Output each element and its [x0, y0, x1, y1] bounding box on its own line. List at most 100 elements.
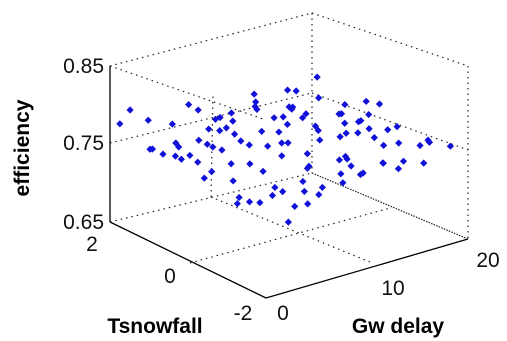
data-point-14 [300, 187, 308, 196]
data-point-88 [375, 100, 384, 108]
data-point-22 [337, 170, 345, 178]
data-point-57 [278, 139, 286, 147]
z-tick-label-0: 0.85 [63, 55, 104, 78]
data-point-68 [229, 177, 237, 185]
data-point-80 [146, 145, 154, 153]
data-point-13 [237, 137, 245, 145]
data-point-7 [171, 152, 179, 160]
axes-box [109, 66, 469, 299]
data-point-102 [399, 157, 408, 165]
data-point-27 [311, 122, 319, 130]
grid-floor-x10-a [210, 196, 371, 263]
data-point-108 [227, 109, 235, 117]
data-point-10 [268, 191, 277, 200]
data-point-76 [246, 160, 254, 168]
data-point-72 [347, 162, 355, 170]
x-ticks: 0 10 20 [277, 249, 500, 325]
grid-lines [109, 12, 469, 264]
data-point-4 [208, 168, 216, 176]
data-point-84 [126, 106, 134, 114]
data-point-32 [218, 146, 226, 154]
data-point-11 [203, 140, 211, 148]
data-point-42 [288, 105, 296, 113]
data-point-78 [356, 170, 365, 179]
data-point-99 [339, 179, 347, 187]
data-point-70 [318, 183, 326, 192]
data-point-94 [205, 125, 213, 133]
data-point-98 [284, 218, 292, 226]
data-point-12 [259, 167, 267, 175]
grid-back-top [109, 12, 313, 67]
z-tick-label-1: 0.75 [63, 132, 104, 155]
x-tick-label-1: 10 [381, 277, 404, 300]
data-point-47 [335, 110, 343, 118]
data-points [116, 73, 454, 226]
grid-back-right-bottom [311, 172, 469, 240]
data-point-1 [159, 150, 167, 158]
data-point-38 [216, 113, 224, 122]
data-point-54 [446, 142, 454, 150]
data-point-9 [209, 143, 217, 151]
data-point-81 [235, 193, 243, 202]
data-point-103 [420, 159, 428, 167]
data-point-75 [304, 200, 312, 208]
x-tick-label-0: 0 [277, 302, 289, 325]
data-point-104 [313, 73, 321, 81]
data-point-69 [279, 188, 287, 196]
data-point-90 [424, 136, 432, 144]
data-point-29 [302, 110, 310, 118]
data-point-73 [394, 165, 403, 173]
grid-floor-x10-b [210, 94, 214, 198]
data-point-0 [177, 155, 185, 163]
data-point-3 [200, 174, 208, 182]
data-point-8 [227, 160, 235, 168]
data-point-77 [278, 152, 286, 160]
data-point-16 [264, 142, 272, 150]
data-point-17 [245, 141, 253, 149]
data-point-97 [291, 202, 299, 210]
data-point-5 [233, 199, 241, 208]
grid-top-front [109, 65, 267, 121]
y-tick-label-0: 2 [86, 233, 98, 256]
data-point-21 [258, 127, 266, 135]
data-point-79 [314, 126, 322, 135]
data-point-93 [229, 117, 237, 125]
data-point-50 [393, 123, 401, 131]
grid-floor-x20-a [311, 172, 469, 240]
data-point-15 [216, 127, 224, 135]
data-point-92 [253, 105, 261, 113]
data-point-39 [335, 156, 344, 164]
data-point-105 [341, 100, 349, 109]
data-point-65 [343, 155, 351, 163]
data-point-86 [168, 120, 176, 128]
data-point-100 [359, 169, 367, 177]
data-point-59 [298, 114, 307, 122]
data-point-30 [342, 129, 350, 137]
data-point-46 [365, 125, 373, 133]
y-axis-line [109, 221, 267, 299]
data-point-40 [279, 113, 287, 121]
data-point-95 [285, 103, 293, 111]
data-point-25 [270, 114, 278, 122]
x-tick-label-2: 20 [476, 249, 499, 272]
grid-back-right-top [311, 12, 469, 67]
data-point-56 [222, 124, 230, 132]
data-point-107 [252, 98, 260, 106]
data-point-52 [384, 126, 392, 134]
data-point-61 [292, 87, 300, 95]
data-point-48 [395, 139, 403, 147]
data-point-63 [379, 141, 388, 149]
data-point-44 [370, 134, 378, 142]
data-point-111 [175, 143, 183, 151]
data-point-96 [315, 191, 323, 199]
data-point-101 [379, 159, 387, 167]
data-point-106 [283, 86, 292, 94]
data-point-85 [144, 116, 152, 124]
data-point-33 [271, 183, 279, 192]
data-point-71 [303, 164, 312, 172]
x-axis-label: Gw delay [352, 315, 445, 338]
data-point-20 [303, 150, 311, 158]
data-point-24 [316, 136, 324, 144]
data-point-87 [185, 100, 193, 109]
